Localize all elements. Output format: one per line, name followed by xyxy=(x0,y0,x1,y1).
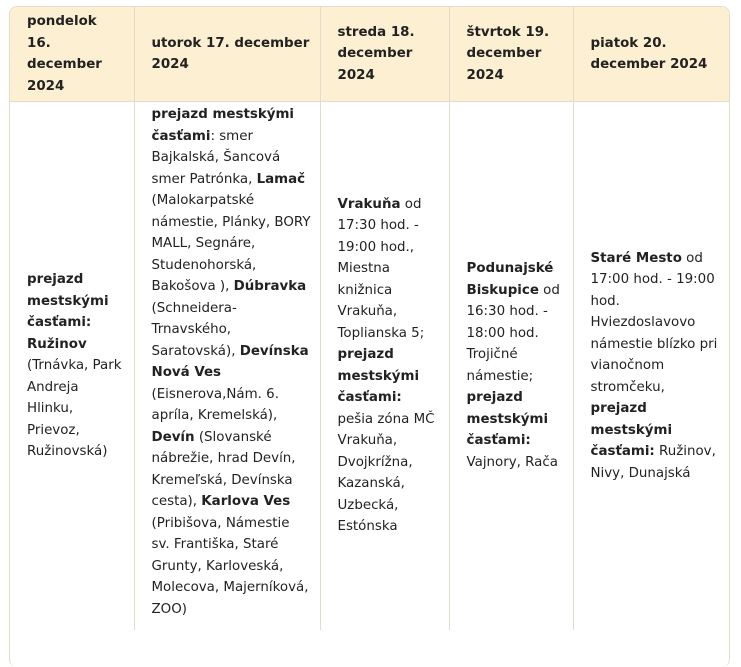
cell-wednesday: Vrakuňa od 17:30 hod. - 19:00 hod., Mies… xyxy=(320,101,450,630)
cell-text: (Pribišova, Námestie sv. Františka, Star… xyxy=(151,515,309,617)
cell-bold-text: Lamač xyxy=(256,171,306,187)
cell-text: (Schneidera-Trnavského, Saratovská), xyxy=(151,300,240,359)
cell-bold-text: prejazd mestskými časťami: Ružinov xyxy=(27,272,109,352)
schedule-table: pondelok 16. december 2024 utorok 17. de… xyxy=(10,7,729,630)
cell-bold-text: Vrakuňa xyxy=(337,196,401,212)
cell-text: od 16:30 hod. - 18:00 hod. Trojičné náme… xyxy=(466,282,560,384)
header-row: pondelok 16. december 2024 utorok 17. de… xyxy=(10,7,729,102)
cell-tuesday: prejazd mestskými časťami: smer Bajkalsk… xyxy=(134,101,321,630)
cell-text: (Eisnerova,Nám. 6. apríla, Kremelská), xyxy=(151,386,279,424)
cell-bold-text: Dúbravka xyxy=(233,279,307,294)
schedule-table-container: pondelok 16. december 2024 utorok 17. de… xyxy=(9,6,730,667)
cell-text: Vajnory, Rača xyxy=(466,454,558,470)
header-tuesday: utorok 17. december 2024 xyxy=(134,7,321,102)
cell-friday: Staré Mesto od 17:00 hod. - 19:00 hod. H… xyxy=(573,102,729,630)
header-wednesday: streda 18. december 2024 xyxy=(320,7,450,102)
cell-text: (Trnávka, Park Andreja Hlinku, Prievoz, … xyxy=(27,358,122,459)
cell-text: Ružinov, Nivy, Dunajská xyxy=(590,444,716,481)
cell-text: (Slovanské nábrežie, hrad Devín, Kremeľs… xyxy=(151,429,296,510)
cell-thursday: Podunajské Biskupice od 16:30 hod. - 18:… xyxy=(449,101,574,630)
cell-bold-text: prejazd mestskými časťami xyxy=(151,107,295,144)
cell-text: od 17:30 hod. - 19:00 hod., Miestna kniž… xyxy=(337,196,425,341)
cell-bold-text: Staré Mesto xyxy=(590,250,682,266)
cell-text: (Malokarpatské námestie, Plánky, BORY MA… xyxy=(151,193,311,294)
cell-bold-text: prejazd mestskými časťami: xyxy=(590,401,673,459)
cell-bold-text: Devínska Nová Ves xyxy=(151,343,309,381)
cell-bold-text: Podunajské Biskupice xyxy=(466,261,554,298)
cell-text: od 17:00 hod. - 19:00 hod. Hviezdoslavov… xyxy=(590,250,718,395)
cell-text: : smer Bajkalská, Šancová smer Patrónka, xyxy=(151,128,281,187)
cell-bold-text: prejazd mestskými časťami: xyxy=(466,390,549,449)
header-thursday: štvrtok 19. december 2024 xyxy=(449,7,574,102)
cell-text: pešia zóna MČ Vrakuňa, Dvojkrížna, Kazan… xyxy=(337,411,435,535)
cell-bold-text: Devín xyxy=(151,429,195,445)
cell-monday: prejazd mestskými časťami: Ružinov (Trná… xyxy=(10,101,135,630)
cell-bold-text: prejazd mestskými časťami: xyxy=(337,347,420,406)
header-monday: pondelok 16. december 2024 xyxy=(10,7,135,102)
header-friday: piatok 20. december 2024 xyxy=(573,7,729,102)
cell-bold-text: Karlova Ves xyxy=(201,494,291,509)
table-row: prejazd mestskými časťami: Ružinov (Trná… xyxy=(10,101,729,630)
